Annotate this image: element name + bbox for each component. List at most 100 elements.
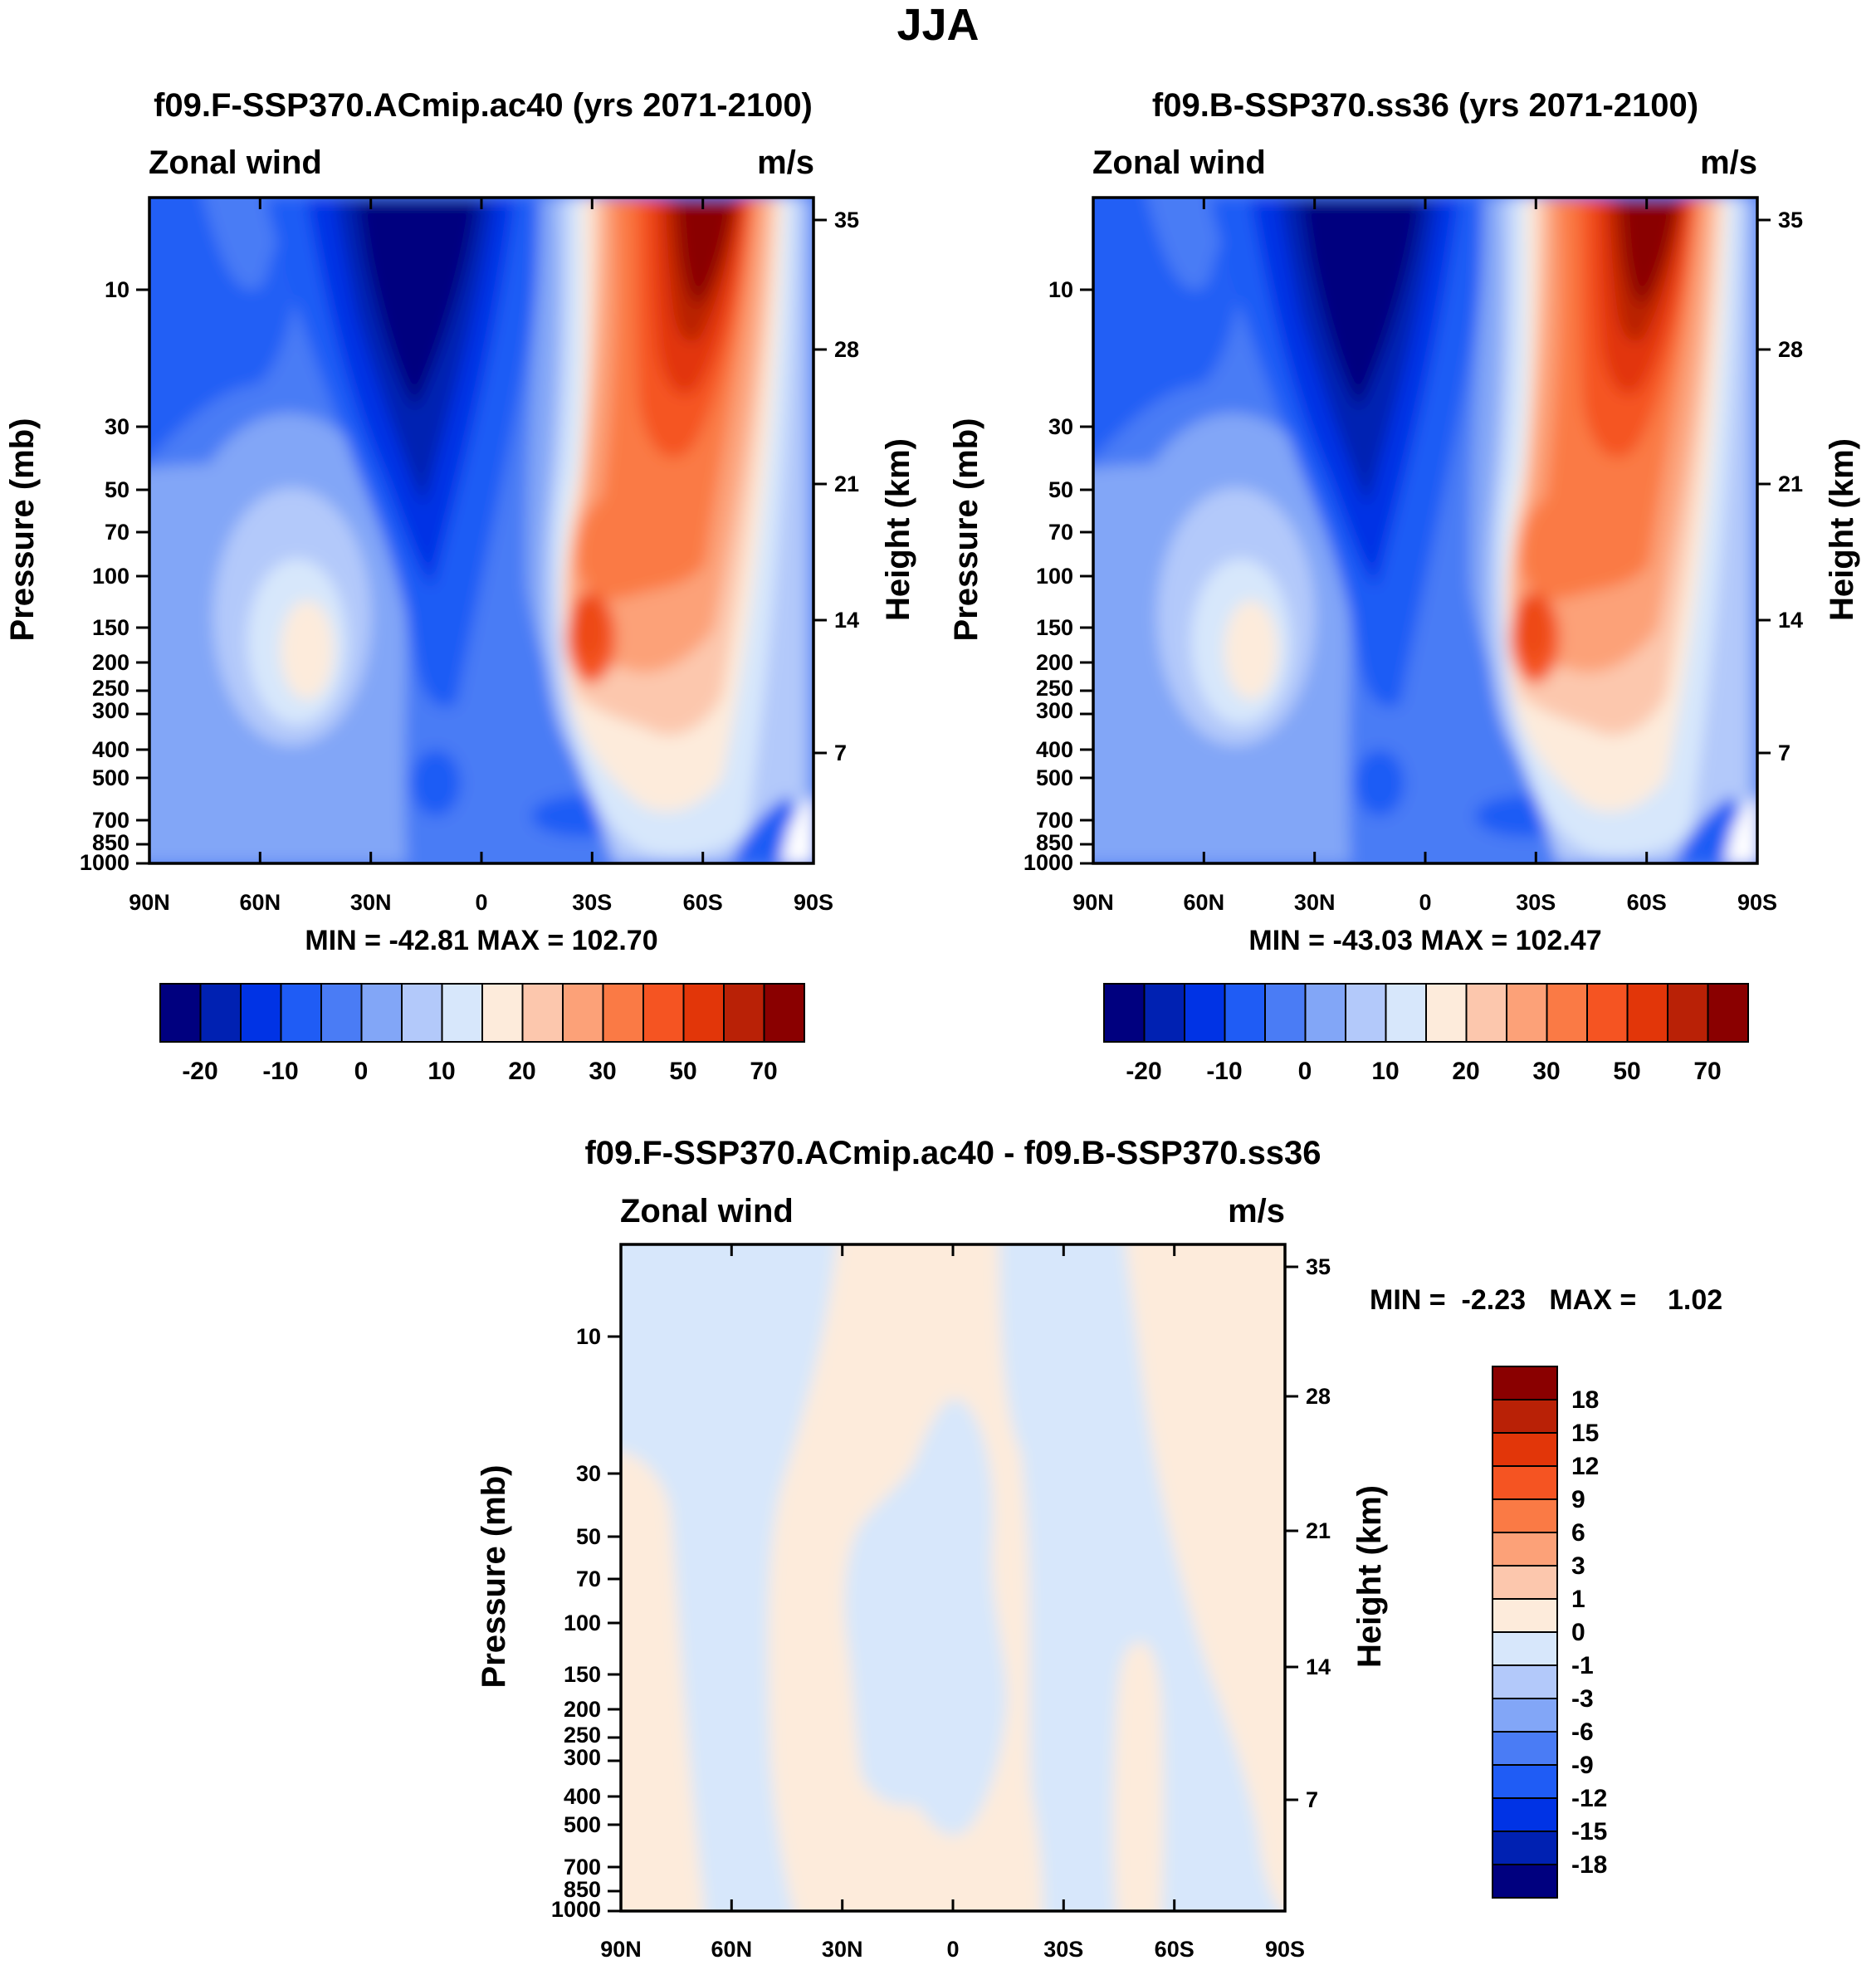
colorbar-cell — [199, 983, 242, 1043]
panel-b-colorbar-label: 50 — [1613, 1058, 1640, 1085]
colorbar-cell — [1224, 983, 1266, 1043]
panel-a-xtick: 90N — [129, 890, 170, 915]
panel-a-ytick: 150 — [92, 615, 129, 640]
colorbar-cell — [1492, 1498, 1558, 1533]
panel-c-height-tick: 21 — [1306, 1518, 1331, 1543]
panel-a-stats: MIN = -42.81 MAX = 102.70 — [305, 925, 657, 956]
panel-c-xtick: 60N — [711, 1937, 753, 1962]
panel-c-stats: MIN = -2.23 MAX = 1.02 — [1370, 1284, 1722, 1316]
panel-a-ytick: 500 — [92, 765, 129, 790]
panel-c-xtick: 30S — [1043, 1937, 1083, 1962]
panel-b-ytick: 400 — [1036, 737, 1073, 762]
panel-c-ytick: 150 — [564, 1662, 601, 1687]
panel-c-colorbar-label: -1 — [1571, 1652, 1594, 1679]
panel-a-contour-field — [149, 198, 813, 863]
panel-a-xtick: 30S — [572, 890, 612, 915]
panel-b-colorbar-label: 30 — [1532, 1058, 1560, 1085]
panel-b-colorbar-label: -10 — [1206, 1058, 1242, 1085]
panel-c-colorbar-label: -12 — [1571, 1785, 1607, 1812]
panel-b-ytick: 150 — [1036, 615, 1073, 640]
colorbar-cell — [441, 983, 483, 1043]
panel-b-height-tick: 28 — [1778, 337, 1803, 362]
panel-b-ytick: 300 — [1036, 698, 1073, 723]
panel-c-colorbar-label: -9 — [1571, 1752, 1594, 1779]
colorbar-cell — [1492, 1366, 1558, 1400]
colorbar-cell — [481, 983, 524, 1043]
panel-c-ytick: 100 — [564, 1611, 601, 1635]
panel-b-ytick: 500 — [1036, 765, 1073, 790]
panel-a-ytick: 850 — [92, 830, 129, 855]
panel-a-height-tick: 7 — [834, 741, 847, 765]
panel-b-ytick: 200 — [1036, 650, 1073, 675]
panel-a-ytick: 50 — [105, 477, 129, 502]
panel-b-ytick: 850 — [1036, 830, 1073, 855]
colorbar-cell — [1492, 1399, 1558, 1434]
panel-a-colorbar-label: 0 — [354, 1058, 369, 1085]
panel-b-ytick: 700 — [1036, 808, 1073, 833]
panel-b-xtick: 90N — [1072, 890, 1114, 915]
panel-c-colorbar-label: 0 — [1571, 1619, 1585, 1646]
panel-a-ytick: 400 — [92, 737, 129, 762]
colorbar-cell — [1492, 1731, 1558, 1766]
panel-b-ylabel-right: Height (km) — [1824, 438, 1860, 621]
panel-b-colorbar: -20 -10 0 10 20 30 50 70 — [1103, 983, 1749, 1085]
panel-c-height-tick: 28 — [1306, 1384, 1331, 1409]
colorbar-cell — [1425, 983, 1468, 1043]
panel-c-ytick: 1000 — [551, 1897, 601, 1922]
panel-a-ytick: 700 — [92, 808, 129, 833]
panel-c-colorbar-label: 18 — [1571, 1386, 1599, 1414]
panel-c-height-tick: 7 — [1306, 1787, 1318, 1812]
colorbar-cell — [1492, 1565, 1558, 1600]
panel-a-colorbar-label: 20 — [508, 1058, 535, 1085]
panel-c-colorbar-label: -15 — [1571, 1818, 1607, 1845]
colorbar-cell — [521, 983, 564, 1043]
panel-b-height-tick: 14 — [1778, 608, 1803, 633]
panel-b-ylabel: Pressure (mb) — [948, 418, 984, 642]
panel-b-xtick: 30N — [1294, 890, 1336, 915]
panel-a-height-tick: 14 — [834, 608, 859, 633]
panel-b-ytick: 50 — [1048, 477, 1073, 502]
panel-a-ytick: 100 — [92, 564, 129, 589]
panel-a-ylabel: Pressure (mb) — [4, 418, 41, 642]
panel-c: f09.F-SSP370.ACmip.ac40 - f09.B-SSP370.s… — [476, 1135, 1722, 1962]
colorbar-cell — [1492, 1465, 1558, 1500]
panel-b: f09.B-SSP370.ss36 (yrs 2071-2100) Zonal … — [948, 87, 1860, 1085]
panel-a-ytick: 1000 — [80, 850, 129, 875]
colorbar-cell — [1492, 1598, 1558, 1633]
panel-a-ytick: 200 — [92, 650, 129, 675]
panel-b-height-tick: 21 — [1778, 472, 1803, 496]
colorbar-cell — [763, 983, 805, 1043]
panel-c-contour-field — [621, 1244, 1285, 1911]
colorbar-cell — [1586, 983, 1629, 1043]
panel-b-contour-field — [1093, 198, 1757, 863]
panel-b-ytick: 30 — [1048, 414, 1073, 439]
colorbar-cell — [682, 983, 725, 1043]
panel-a-title: f09.F-SSP370.ACmip.ac40 (yrs 2071-2100) — [154, 87, 813, 124]
panel-b-ytick: 10 — [1048, 277, 1073, 302]
colorbar-cell — [1465, 983, 1507, 1043]
panel-a-colorbar-label: 10 — [427, 1058, 455, 1085]
panel-c-xtick: 90S — [1265, 1937, 1305, 1962]
panel-b-colorbar-label: 20 — [1452, 1058, 1479, 1085]
panel-a-left-label: Zonal wind — [149, 144, 322, 181]
panel-c-ylabel: Pressure (mb) — [476, 1465, 512, 1689]
panel-c-colorbar-cells — [1492, 1366, 1558, 1899]
panel-b-colorbar-label: 0 — [1298, 1058, 1312, 1085]
panel-c-ylabel-right: Height (km) — [1351, 1485, 1388, 1668]
colorbar-cell — [1264, 983, 1307, 1043]
colorbar-cell — [1492, 1631, 1558, 1666]
panel-b-colorbar-cells — [1103, 983, 1749, 1043]
colorbar-cell — [1143, 983, 1185, 1043]
panel-c-ytick: 850 — [564, 1877, 601, 1902]
panel-c-ytick: 10 — [576, 1324, 601, 1349]
colorbar-cell — [1707, 983, 1749, 1043]
panel-c-xtick: 0 — [946, 1937, 959, 1962]
colorbar-cell — [280, 983, 322, 1043]
panel-c-ytick: 500 — [564, 1812, 601, 1837]
panel-c-colorbar-label: -6 — [1571, 1718, 1594, 1746]
colorbar-cell — [1506, 983, 1548, 1043]
panel-c-colorbar-label: -18 — [1571, 1851, 1607, 1879]
panel-a-xtick: 60S — [683, 890, 723, 915]
panel-c-ytick: 200 — [564, 1697, 601, 1722]
panel-b-colorbar-label: -20 — [1126, 1058, 1161, 1085]
